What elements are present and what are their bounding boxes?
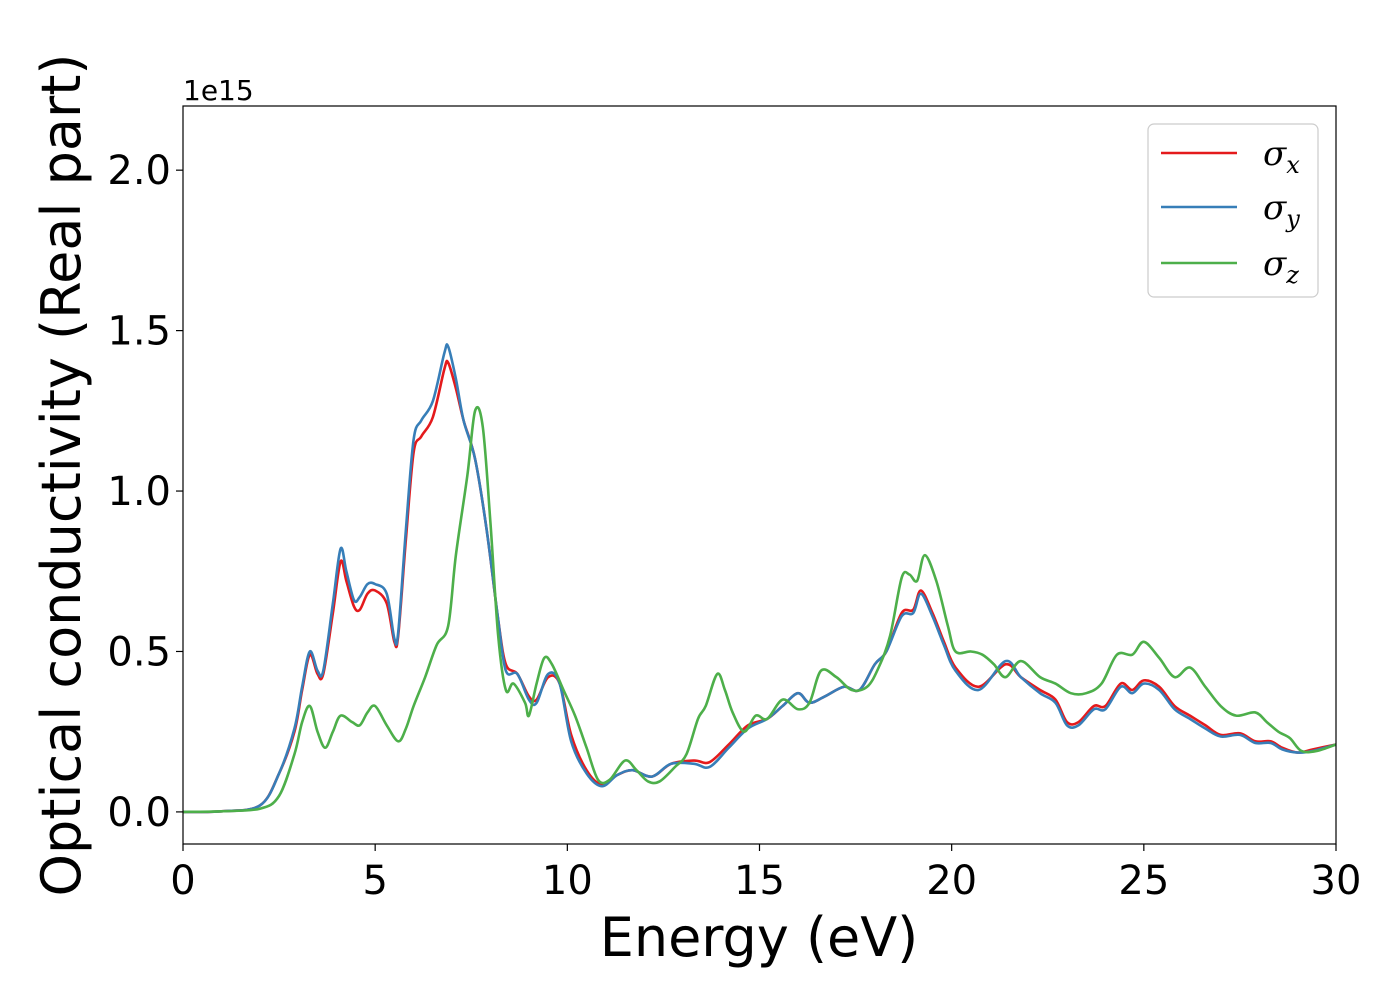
legend-label-sigma-x: σx (1263, 134, 1300, 179)
y-tick-label: 1.5 (107, 309, 171, 355)
y-tick-label: 0.0 (107, 790, 171, 836)
y-axis-ticks: 0.0 0.5 1.0 1.5 2.0 (107, 148, 183, 836)
x-tick-label: 0 (170, 858, 195, 904)
x-tick-label: 20 (926, 858, 977, 904)
legend-label-sigma-y: σy (1263, 188, 1300, 233)
series-line-sigma-y (182, 343, 1337, 814)
legend-label-sigma-z: σz (1263, 244, 1299, 289)
x-axis-ticks: 0 5 10 15 20 25 30 (170, 844, 1361, 904)
y-axis-label: Optical conductivity (Real part) (30, 54, 93, 897)
x-tick-label: 5 (362, 858, 387, 904)
plot-lines (182, 343, 1337, 814)
legend: σx σy σz (1147, 123, 1319, 298)
x-tick-label: 30 (1311, 858, 1362, 904)
x-tick-label: 15 (734, 858, 785, 904)
y-tick-label: 2.0 (107, 148, 171, 194)
legend-box (1147, 123, 1319, 298)
series-line-sigma-z (182, 406, 1337, 814)
x-tick-label: 25 (1118, 858, 1169, 904)
y-offset-label: 1e15 (183, 74, 254, 107)
series-line-sigma-x (182, 359, 1337, 814)
y-tick-label: 1.0 (107, 469, 171, 515)
x-tick-label: 10 (542, 858, 593, 904)
y-tick-label: 0.5 (107, 629, 171, 675)
x-axis-label: Energy (eV) (600, 906, 919, 969)
